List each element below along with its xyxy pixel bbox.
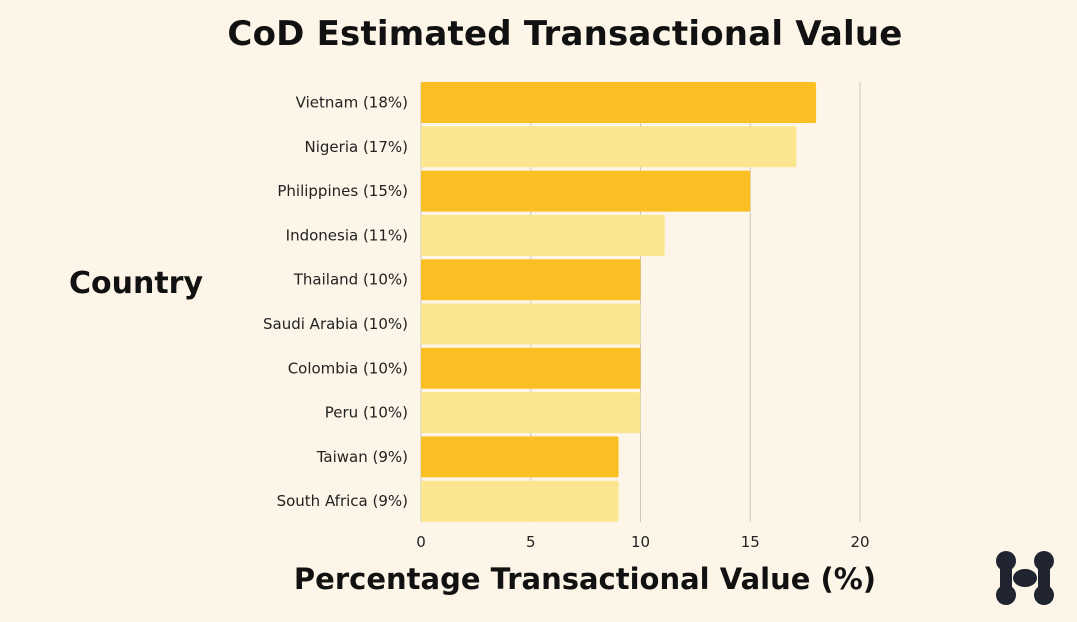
bar: [421, 170, 751, 212]
x-tick-labels: 0 5 10 15 20: [416, 533, 869, 551]
x-tick-label: 20: [850, 533, 869, 551]
category-labels: Vietnam (18%) Nigeria (17%) Philippines (1…: [263, 94, 408, 511]
category-label: Nigeria (17%): [305, 138, 408, 156]
x-tick-label: 5: [526, 533, 536, 551]
category-label: Vietnam (18%): [296, 94, 408, 112]
category-label: Indonesia (11%): [286, 226, 408, 244]
bar: [421, 392, 641, 434]
brand-logo-icon: [996, 551, 1054, 605]
bars: [421, 82, 817, 522]
y-axis-title: Country: [69, 266, 204, 301]
bar: [421, 303, 641, 345]
category-label: Peru (10%): [325, 404, 408, 422]
x-tick-label: 10: [631, 533, 650, 551]
category-label: Saudi Arabia (10%): [263, 315, 408, 333]
category-label: South Africa (9%): [277, 492, 408, 510]
bar: [421, 480, 619, 522]
x-axis-title: Percentage Transactional Value (%): [293, 562, 877, 596]
category-label: Philippines (15%): [277, 182, 408, 200]
bar: [421, 347, 641, 389]
bar: [421, 82, 817, 123]
x-tick-label: 15: [741, 533, 760, 551]
bar: [421, 259, 641, 301]
bar: [421, 126, 797, 168]
category-label: Colombia (10%): [288, 359, 408, 377]
bar: [421, 214, 665, 256]
category-label: Thailand (10%): [293, 271, 408, 289]
x-tick-label: 0: [416, 533, 426, 551]
category-label: Taiwan (9%): [316, 448, 408, 466]
bar: [421, 436, 619, 478]
chart-title: CoD Estimated Transactional Value: [227, 14, 903, 54]
